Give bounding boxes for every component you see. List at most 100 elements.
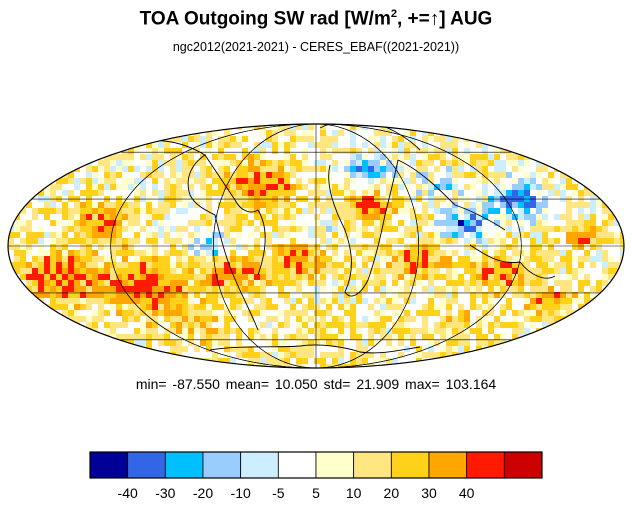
field-cell [122, 172, 128, 178]
field-cell [182, 340, 188, 346]
field-cell [128, 208, 134, 214]
field-cell [134, 250, 140, 256]
field-cell [92, 304, 98, 310]
field-cell [410, 316, 416, 322]
field-cell [140, 178, 146, 184]
field-cell [254, 220, 260, 226]
field-cell [500, 232, 506, 238]
field-cell [74, 214, 80, 220]
field-cell [26, 274, 32, 280]
field-cell [608, 232, 614, 238]
field-cell [134, 340, 140, 346]
field-cell [410, 226, 416, 232]
field-cell [200, 280, 206, 286]
field-cell [470, 340, 476, 346]
field-cell [542, 310, 548, 316]
field-cell [380, 274, 386, 280]
field-cell [458, 298, 464, 304]
field-cell [398, 208, 404, 214]
field-cell [194, 190, 200, 196]
field-cell [266, 316, 272, 322]
field-cell [338, 292, 344, 298]
field-cell [344, 340, 350, 346]
field-cell [290, 328, 296, 334]
field-cell [188, 148, 194, 154]
field-cell [110, 220, 116, 226]
field-cell [242, 358, 248, 364]
field-cell [212, 142, 218, 148]
field-cell [452, 184, 458, 190]
field-cell [404, 250, 410, 256]
field-cell [470, 172, 476, 178]
field-cell [350, 244, 356, 250]
field-cell [512, 322, 518, 328]
field-cell [434, 322, 440, 328]
field-cell [428, 184, 434, 190]
field-cell [164, 280, 170, 286]
field-cell [32, 256, 38, 262]
field-cell [512, 304, 518, 310]
field-cell [86, 208, 92, 214]
field-cell [266, 280, 272, 286]
field-cell [416, 346, 422, 352]
field-cell [476, 142, 482, 148]
field-cell [428, 238, 434, 244]
field-cell [368, 142, 374, 148]
field-cell [344, 304, 350, 310]
field-cell [230, 208, 236, 214]
field-cell [290, 232, 296, 238]
field-cell [416, 316, 422, 322]
field-cell [260, 346, 266, 352]
field-cell [284, 292, 290, 298]
field-cell [200, 178, 206, 184]
field-cell [260, 250, 266, 256]
field-cell [14, 220, 20, 226]
field-cell [164, 286, 170, 292]
field-cell [236, 352, 242, 358]
field-cell [104, 202, 110, 208]
field-cell [146, 274, 152, 280]
field-cell [50, 190, 56, 196]
field-cell [482, 238, 488, 244]
field-cell [290, 310, 296, 316]
field-cell [428, 178, 434, 184]
field-cell [284, 208, 290, 214]
field-cell [44, 220, 50, 226]
field-cell [194, 160, 200, 166]
field-cell [596, 274, 602, 280]
field-cell [572, 256, 578, 262]
field-cell [308, 298, 314, 304]
title-suffix: ] AUG [439, 8, 493, 30]
field-cell [374, 238, 380, 244]
field-cell [494, 190, 500, 196]
field-cell [344, 136, 350, 142]
field-cell [272, 334, 278, 340]
field-cell [542, 178, 548, 184]
field-cell [164, 208, 170, 214]
field-cell [506, 286, 512, 292]
field-cell [104, 244, 110, 250]
field-cell [476, 250, 482, 256]
field-cell [272, 316, 278, 322]
field-cell [110, 214, 116, 220]
field-cell [296, 316, 302, 322]
field-cell [248, 322, 254, 328]
field-cell [386, 238, 392, 244]
field-cell [80, 208, 86, 214]
field-cell [320, 214, 326, 220]
field-cell [80, 268, 86, 274]
field-cell [434, 304, 440, 310]
field-cell [476, 238, 482, 244]
field-cell [314, 202, 320, 208]
field-cell [296, 130, 302, 136]
field-cell [530, 316, 536, 322]
field-cell [266, 268, 272, 274]
field-cell [296, 262, 302, 268]
field-cell [176, 274, 182, 280]
field-cell [116, 178, 122, 184]
field-cell [524, 280, 530, 286]
field-cell [440, 352, 446, 358]
field-cell [242, 136, 248, 142]
field-cell [434, 352, 440, 358]
field-cell [368, 166, 374, 172]
